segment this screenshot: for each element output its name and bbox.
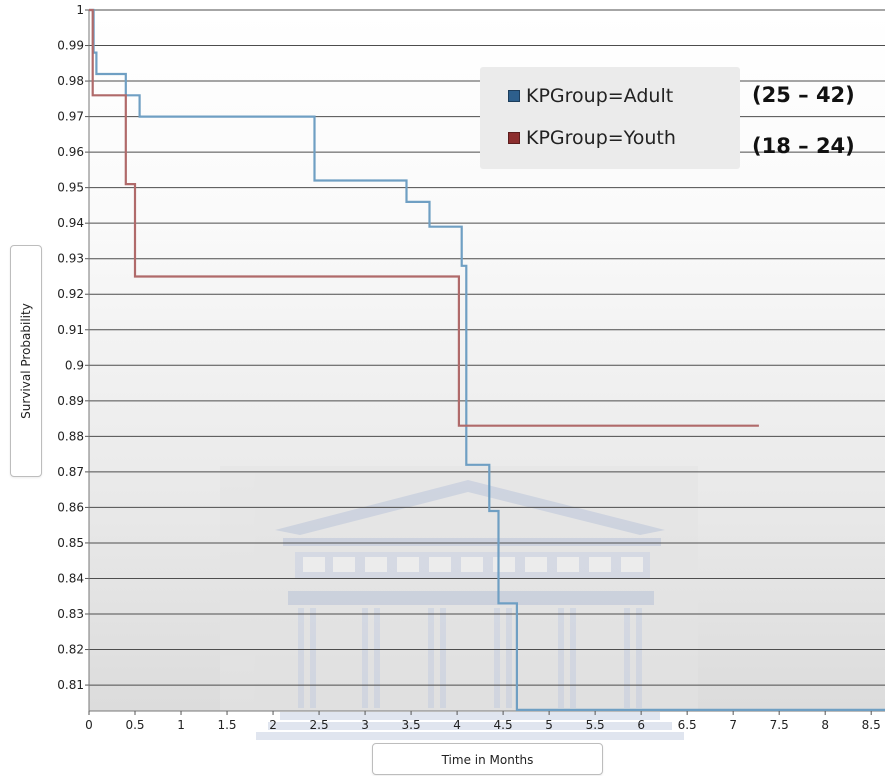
y-tick-label: 0.94: [57, 216, 84, 230]
x-tick-label: 8.5: [862, 718, 881, 732]
series-line-youth: [89, 8, 759, 427]
y-axis-title-text: Survival Probability: [19, 303, 33, 419]
x-tick-label: 6.5: [678, 718, 697, 732]
x-tick-label: 5: [545, 718, 553, 732]
x-tick-label: 5.5: [586, 718, 605, 732]
x-axis-title: Time in Months: [372, 743, 603, 775]
y-tick-label: 0.85: [57, 536, 84, 550]
x-tick-label: 0.5: [125, 718, 144, 732]
x-tick-label: 0: [85, 718, 93, 732]
y-tick-label: 0.87: [57, 465, 84, 479]
y-tick-label: 0.88: [57, 429, 84, 443]
x-tick-label: 4: [453, 718, 461, 732]
y-tick-labels: 0.81 0.82 0.83 0.84 0.85 0.86 0.87 0.88 0.89 0.9 0…: [57, 3, 84, 692]
y-tick-label: 0.98: [57, 74, 84, 88]
y-tick-label: 0.84: [57, 571, 84, 585]
y-tick-label: 0.95: [57, 181, 84, 195]
adult-age-range-label: (25 – 42): [752, 83, 855, 107]
x-tick-label: 8: [821, 718, 829, 732]
y-tick-label: 0.91: [57, 323, 84, 337]
x-tick-label: 7.5: [770, 718, 789, 732]
y-tick-label: 0.81: [57, 678, 84, 692]
legend-label-youth: KPGroup=Youth: [526, 127, 676, 149]
x-tick-label: 1.5: [217, 718, 236, 732]
x-tick-label: 7: [729, 718, 737, 732]
y-tick-label: 1: [76, 3, 84, 17]
y-tick-label: 0.97: [57, 110, 84, 124]
chart-legend: KPGroup=Adult KPGroup=Youth: [480, 67, 740, 169]
x-tick-label: 2.5: [310, 718, 329, 732]
y-axis-title: Survival Probability: [10, 245, 42, 477]
youth-age-range-label: (18 – 24): [752, 134, 855, 158]
legend-label-adult: KPGroup=Adult: [526, 85, 674, 107]
y-tick-label: 0.86: [57, 500, 84, 514]
series-line-adult: [89, 8, 885, 711]
legend-swatch-adult: [508, 90, 520, 102]
x-tick-label: 2: [269, 718, 277, 732]
series-lines: [89, 8, 885, 711]
y-tick-label: 0.96: [57, 145, 84, 159]
y-tick-label: 0.93: [57, 252, 84, 266]
y-tick-label: 0.99: [57, 39, 84, 53]
x-tick-label: 6: [637, 718, 645, 732]
y-tick-label: 0.92: [57, 287, 84, 301]
y-tick-label: 0.82: [57, 643, 84, 657]
x-tick-labels: 0 0.5 1 1.5 2 2.5 3 3.5 4 4.5 5 5.5 6 6.5 7 7.5 8 8.5: [85, 718, 881, 732]
legend-item-adult: KPGroup=Adult: [508, 85, 673, 107]
x-tick-label: 4.5: [494, 718, 513, 732]
y-tick-label: 0.83: [57, 607, 84, 621]
x-tick-label: 3.5: [402, 718, 421, 732]
x-tick-label: 1: [177, 718, 185, 732]
gridlines: [89, 9, 885, 686]
watermark-building-icon: [220, 466, 698, 740]
legend-swatch-youth: [508, 132, 520, 144]
legend-item-youth: KPGroup=Youth: [508, 127, 676, 149]
x-tick-label: 3: [361, 718, 369, 732]
y-tick-label: 0.9: [65, 358, 84, 372]
y-tick-label: 0.89: [57, 394, 84, 408]
